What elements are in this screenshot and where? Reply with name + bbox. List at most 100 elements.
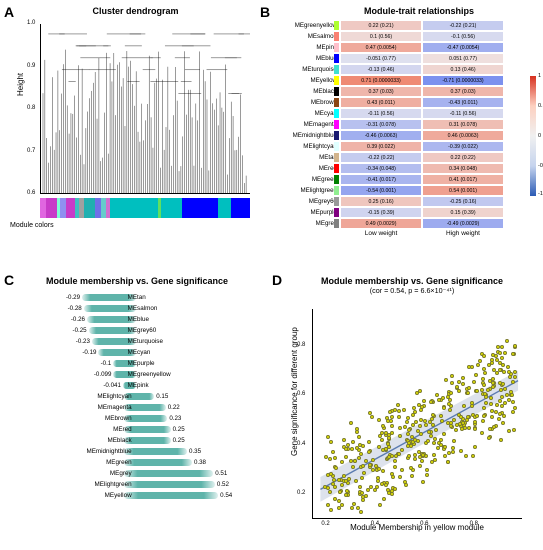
cbar-t3: 0 — [538, 133, 541, 139]
panel-d-title: Module membership vs. Gene significance — [284, 276, 540, 286]
heatmap-cell: -0.34 (0.048) — [340, 163, 422, 174]
bar-row: 0.52MElightgreen — [8, 479, 266, 490]
heatmap-cell: 0.37 (0.03) — [422, 86, 504, 97]
heatmap-cell: 0.051 (0.77) — [422, 53, 504, 64]
heatmap-cell: -0.46 (0.0063) — [340, 130, 422, 141]
heatmap-cell: 0.43 (0.011) — [340, 97, 422, 108]
col-label-high: High weight — [422, 230, 504, 237]
panel-a-label: A — [4, 4, 14, 20]
heatmap-cell: 0.39 (0.022) — [340, 141, 422, 152]
row-label: MEred — [268, 163, 340, 174]
panel-d-subtitle: (cor = 0.54, p = 6.6×10⁻⁴¹) — [284, 286, 540, 295]
bar-row: -0.23MEturquoise — [8, 336, 266, 347]
heatmap-cell: 0.49 (0.0029) — [340, 218, 422, 229]
bar-row: -0.041MEpink — [8, 380, 266, 391]
cbar-t5: -1 — [538, 191, 543, 197]
heatmap-grid: MEgreenyellow0.22 (0.21)-0.22 (0.21)MEsa… — [268, 20, 540, 229]
heatmap-cell: 0.13 (0.46) — [422, 64, 504, 75]
heatmap-cell: -0.13 (0.46) — [340, 64, 422, 75]
row-label: MEsalmon — [268, 31, 340, 42]
heatmap-cell: -0.41 (0.017) — [340, 174, 422, 185]
heatmap-cell: 0.34 (0.048) — [422, 163, 504, 174]
heatmap-cell: -0.39 (0.022) — [422, 141, 504, 152]
bar-row: 0.51MEgrey — [8, 468, 266, 479]
row-label: MElightgreen — [268, 185, 340, 196]
heatmap-cell: -0.43 (0.011) — [422, 97, 504, 108]
heatmap-cell: 0.37 (0.03) — [340, 86, 422, 97]
cbar-t4: -0.5 — [538, 163, 543, 169]
row-label: MEgrey — [268, 218, 340, 229]
row-label: MEpurple — [268, 207, 340, 218]
heatmap-cell: -0.31 (0.078) — [340, 119, 422, 130]
heatmap-cell: 0.46 (0.0063) — [422, 130, 504, 141]
heatmap-cell: -0.1 (0.56) — [422, 31, 504, 42]
row-label: MEpink — [268, 42, 340, 53]
bar-row: 0.25MEblack — [8, 435, 266, 446]
panel-c: Module membership vs. Gene significance … — [8, 276, 266, 548]
heatmap-cell: 0.22 (0.21) — [340, 20, 422, 31]
heatmap-cell: -0.15 (0.39) — [340, 207, 422, 218]
col-label-low: Low weight — [340, 230, 422, 237]
module-color-strip — [40, 198, 250, 218]
heatmap-cell: 0.25 (0.16) — [340, 196, 422, 207]
heatmap-cell: -0.49 (0.0029) — [422, 218, 504, 229]
bar-row: -0.28MEsalmon — [8, 303, 266, 314]
row-label: MEcyan — [268, 108, 340, 119]
bar-row: -0.26MEblue — [8, 314, 266, 325]
heatmap-cell: 0.71 (0.0000033) — [340, 75, 422, 86]
panel-a: Cluster dendrogram Height 0.60.70.80.91.… — [18, 6, 253, 266]
bar-row: 0.54MEyellow — [8, 490, 266, 501]
panel-d-xlabel: Module Membership in yellow module — [312, 523, 522, 532]
colorbar: 1 0.5 0 -0.5 -1 — [530, 76, 536, 196]
row-label: MEblue — [268, 53, 340, 64]
bar-row: -0.1MEpurple — [8, 358, 266, 369]
heatmap-cell: -0.54 (0.001) — [340, 185, 422, 196]
panel-d-label: D — [272, 272, 282, 288]
module-colors-label: Module colors — [10, 222, 253, 229]
bar-row: 0.15MElightcyan — [8, 391, 266, 402]
heatmap-cell: -0.11 (0.56) — [340, 108, 422, 119]
heatmap-cell: 0.41 (0.017) — [422, 174, 504, 185]
panel-b: Module-trait relationships MEgreenyellow… — [268, 6, 540, 268]
row-label: MEgrey60 — [268, 196, 340, 207]
row-label: MEmagenta — [268, 119, 340, 130]
row-label: MEturquoise — [268, 64, 340, 75]
heatmap-cell: -0.11 (0.56) — [422, 108, 504, 119]
row-label: MEgreenyellow — [268, 20, 340, 31]
bar-row: -0.29MEtan — [8, 292, 266, 303]
heatmap-cell: -0.47 (0.0054) — [422, 42, 504, 53]
panel-c-title: Module membership vs. Gene significance — [8, 276, 266, 286]
bar-row: 0.35MEmidnightblue — [8, 446, 266, 457]
heatmap-cell: -0.051 (0.77) — [340, 53, 422, 64]
bar-row: -0.25MEgrey60 — [8, 325, 266, 336]
bar-row: 0.23MEbrown — [8, 413, 266, 424]
cbar-t1: 1 — [538, 73, 541, 79]
heatmap-cell: 0.1 (0.56) — [340, 31, 422, 42]
bar-row: -0.19MEcyan — [8, 347, 266, 358]
heatmap-cell: 0.54 (0.001) — [422, 185, 504, 196]
row-label: MEblack — [268, 86, 340, 97]
panel-d: Module membership vs. Gene significance … — [284, 276, 540, 548]
panel-a-ylabel: Height — [16, 73, 25, 96]
heatmap-cell: -0.25 (0.16) — [422, 196, 504, 207]
dendrogram-svg — [41, 24, 250, 193]
heatmap-cell: -0.71 (0.0000033) — [422, 75, 504, 86]
row-label: MEgreen — [268, 174, 340, 185]
row-label: MElightcyan — [268, 141, 340, 152]
bar-row: 0.38MEgreen — [8, 457, 266, 468]
bar-row: 0.22MEmagenta — [8, 402, 266, 413]
bar-row: 0.25MEred — [8, 424, 266, 435]
dendrogram-plot: 0.60.70.80.91.0 — [40, 24, 250, 194]
heatmap-cell: -0.22 (0.22) — [340, 152, 422, 163]
row-label: MEmidnightblue — [268, 130, 340, 141]
bar-row: -0.099MEgreenyellow — [8, 369, 266, 380]
diverging-bars: -0.29MEtan-0.28MEsalmon-0.26MEblue-0.25M… — [8, 292, 266, 501]
row-label: MEbrown — [268, 97, 340, 108]
panel-a-title: Cluster dendrogram — [18, 6, 253, 16]
heatmap-col-labels: Low weight High weight — [268, 230, 540, 237]
heatmap-cell: 0.31 (0.078) — [422, 119, 504, 130]
cbar-t2: 0.5 — [538, 103, 543, 109]
row-label: MEtan — [268, 152, 340, 163]
heatmap-cell: 0.15 (0.39) — [422, 207, 504, 218]
heatmap-cell: 0.47 (0.0054) — [340, 42, 422, 53]
